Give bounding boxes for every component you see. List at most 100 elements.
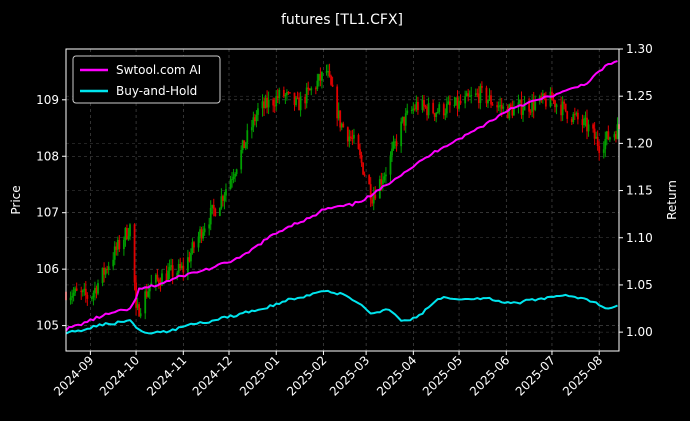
candle-body-26 — [122, 239, 125, 250]
candle-body-223 — [541, 93, 544, 99]
candle-body-74 — [223, 195, 226, 201]
candle-body-29 — [127, 236, 130, 239]
candle-body-192 — [476, 93, 479, 95]
candle-body-170 — [427, 102, 430, 116]
candle-body-213 — [520, 99, 523, 115]
line-swtool-ai — [65, 60, 618, 332]
candle-body-42 — [156, 274, 159, 280]
candle-body-176 — [442, 104, 445, 116]
candle-body-257 — [615, 134, 617, 139]
candle-body-86 — [250, 127, 253, 131]
candle-body-68 — [211, 204, 214, 208]
candle-body-108 — [296, 97, 299, 99]
candle-body-72 — [220, 196, 223, 209]
y-right-tick-label-6: 1.30 — [626, 42, 653, 56]
candle-body-85 — [246, 130, 249, 143]
candle-body-59 — [191, 242, 194, 254]
candle-body-205 — [502, 106, 505, 109]
candle-body-81 — [240, 150, 243, 170]
candle-body-256 — [613, 134, 616, 138]
candle-body-209 — [511, 107, 514, 116]
candle-body-138 — [360, 154, 363, 163]
candle-body-152 — [391, 148, 393, 156]
candle-body-63 — [200, 229, 203, 239]
candle-body-150 — [385, 174, 387, 177]
candle-body-70 — [214, 208, 217, 217]
candle-body-83 — [243, 140, 246, 149]
candle-body-19 — [106, 268, 109, 270]
candle-body-239 — [575, 112, 578, 115]
candle-body-163 — [413, 108, 416, 110]
candle-body-125 — [331, 84, 334, 87]
candle-body-183 — [456, 97, 459, 109]
candle-body-43 — [158, 279, 160, 285]
candle-body-177 — [444, 113, 447, 116]
candle-body-171 — [432, 102, 435, 114]
candle-body-243 — [584, 117, 587, 119]
candle-body-7 — [81, 290, 84, 293]
candle-body-196 — [485, 87, 488, 104]
candle-body-145 — [374, 194, 377, 199]
candle-body-52 — [177, 264, 180, 273]
candle-body-84 — [244, 142, 247, 149]
candle-body-39 — [148, 286, 151, 292]
candle-body-201 — [496, 105, 499, 108]
candle-body-107 — [295, 97, 297, 105]
candle-body-117 — [316, 80, 319, 89]
candle-body-249 — [596, 136, 599, 146]
candle-body-97 — [273, 105, 276, 107]
candle-body-11 — [90, 297, 93, 299]
legend-label-bh: Buy-and-Hold — [116, 84, 197, 98]
candle-body-15 — [97, 283, 99, 294]
candle-body-143 — [371, 199, 374, 204]
candle-body-225 — [544, 98, 547, 107]
candle-body-191 — [474, 93, 477, 96]
candle-body-116 — [314, 88, 317, 90]
candle-body-220 — [534, 101, 537, 110]
candle-body-189 — [468, 96, 471, 98]
y-right-tick-label-5: 1.25 — [626, 89, 653, 103]
candle-body-168 — [424, 106, 427, 108]
candle-body-112 — [305, 87, 308, 104]
candle-body-79 — [234, 173, 236, 177]
candle-body-204 — [500, 105, 503, 109]
candle-body-135 — [353, 134, 355, 139]
candle-body-111 — [304, 96, 307, 104]
candle-body-181 — [453, 104, 456, 106]
candle-body-82 — [241, 140, 244, 151]
candle-body-166 — [421, 99, 424, 111]
candle-body-254 — [607, 131, 610, 140]
candle-body-33 — [136, 304, 139, 308]
candle-body-99 — [276, 96, 279, 99]
candle-body-109 — [298, 97, 300, 111]
candle-body-136 — [357, 134, 360, 150]
candle-body-188 — [467, 93, 470, 97]
y-left-tick-label-3: 108 — [36, 149, 59, 163]
candle-body-61 — [197, 236, 200, 248]
candle-body-101 — [282, 89, 285, 97]
candle-body-161 — [410, 110, 413, 112]
candle-body-159 — [404, 113, 407, 126]
candle-body-160 — [406, 110, 409, 114]
candle-body-80 — [235, 169, 238, 174]
candle-body-182 — [455, 97, 457, 105]
candle-body-50 — [171, 265, 174, 277]
candle-body-57 — [188, 257, 191, 262]
candle-body-53 — [179, 264, 182, 269]
candle-body-212 — [519, 99, 521, 103]
candle-body-96 — [272, 99, 275, 106]
candle-body-155 — [395, 141, 398, 147]
candle-body-252 — [604, 138, 607, 150]
legend-box — [72, 55, 221, 104]
candle-body-56 — [186, 257, 189, 273]
candle-body-169 — [426, 107, 428, 116]
candle-body-214 — [522, 110, 524, 115]
candle-body-162 — [412, 108, 415, 111]
candle-body-51 — [176, 272, 179, 277]
candle-body-151 — [389, 155, 392, 175]
candle-body-35 — [139, 313, 142, 317]
candle-body-106 — [293, 92, 296, 105]
candle-body-178 — [445, 103, 448, 114]
candle-body-197 — [487, 100, 489, 104]
line-buy-and-hold — [65, 289, 618, 335]
